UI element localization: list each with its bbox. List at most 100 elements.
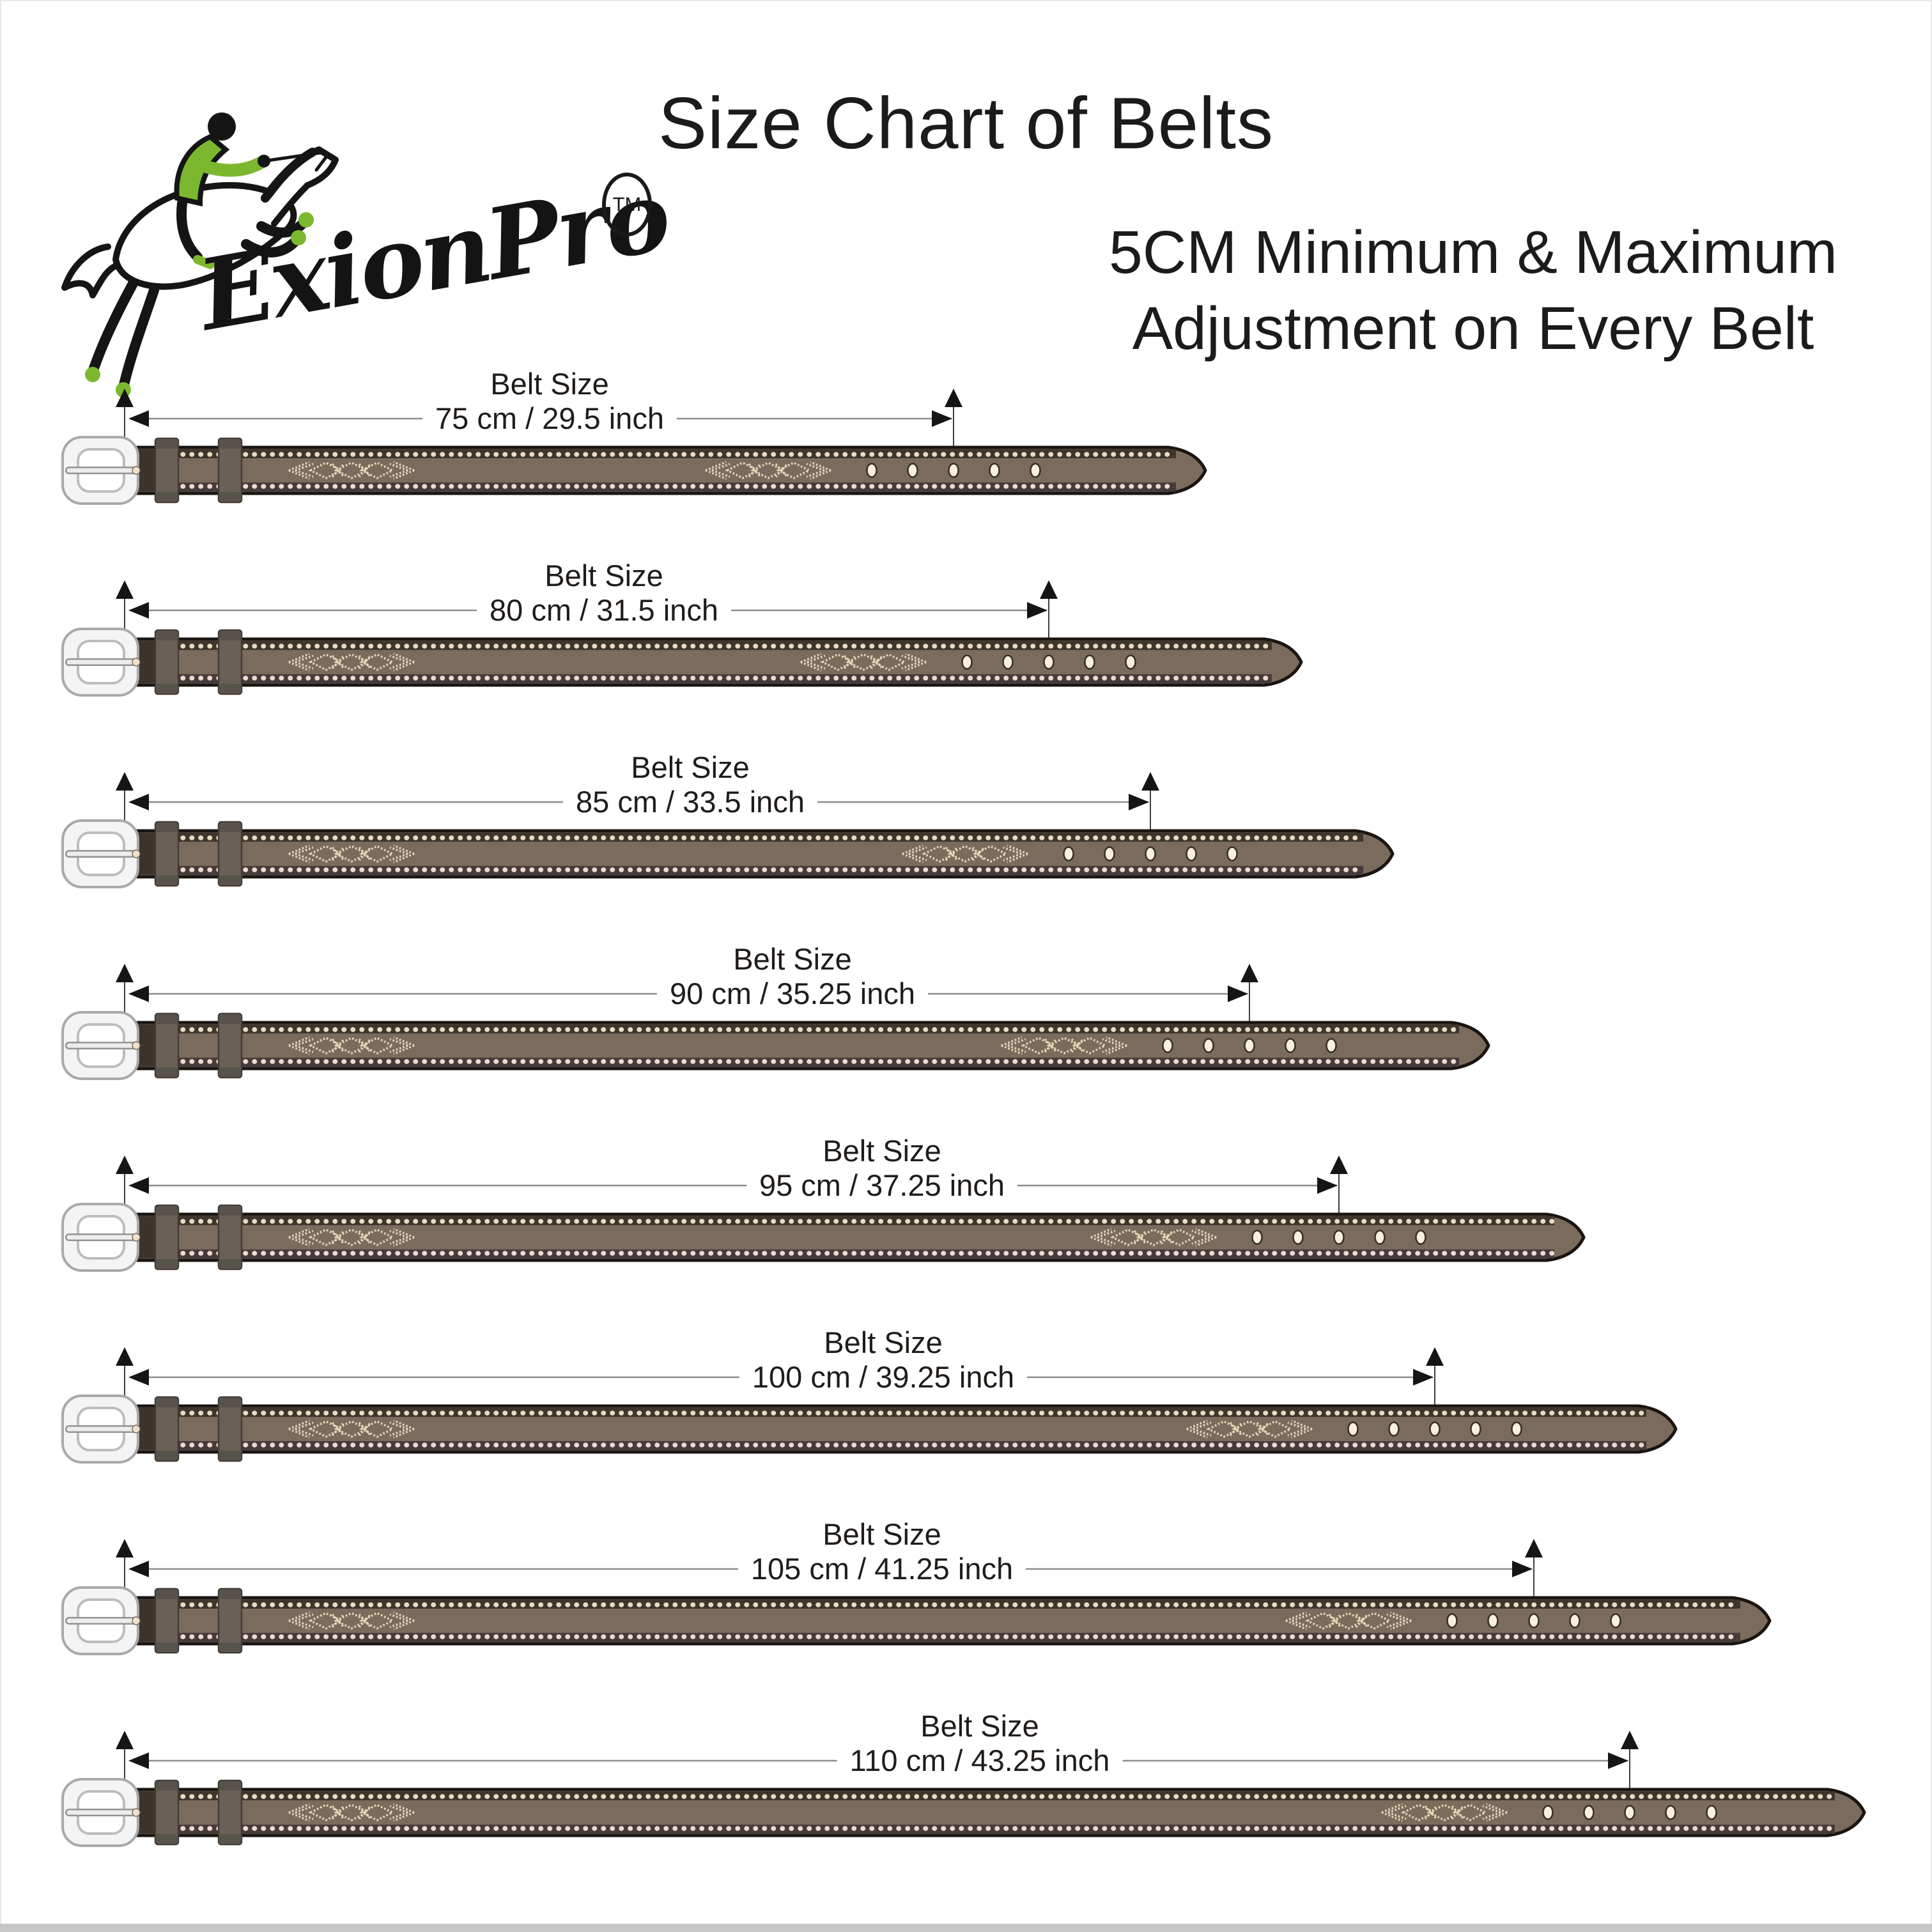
embroidery-pattern — [288, 844, 415, 863]
belt-buckle — [61, 628, 141, 697]
belt-hole — [1226, 846, 1238, 862]
right-arrow-icon — [1413, 1369, 1434, 1386]
left-arrow-icon — [128, 602, 149, 619]
belt-hole — [1145, 846, 1156, 862]
belt-row-graphic — [61, 1731, 1866, 1847]
belt-buckle — [61, 819, 141, 888]
belt-row-graphic — [61, 1347, 1678, 1464]
dimension-annotation — [116, 1155, 1348, 1216]
right-arrow-icon — [1027, 602, 1047, 619]
embroidery-pattern — [288, 1419, 415, 1439]
trademark-badge: TM — [602, 173, 652, 236]
belt-buckle — [61, 1011, 141, 1080]
belt-row-graphic — [61, 580, 1303, 697]
belt-hole — [1388, 1421, 1400, 1437]
belt-hole — [961, 654, 973, 670]
belt-hole — [1333, 1230, 1345, 1245]
up-arrow-icon — [116, 389, 134, 407]
belt-keeper — [154, 437, 180, 504]
left-arrow-icon — [128, 1752, 149, 1769]
belt-strap — [121, 1404, 1678, 1454]
embroidery-pattern — [288, 1611, 415, 1630]
up-arrow-icon — [1040, 580, 1058, 599]
up-arrow-icon — [116, 1731, 134, 1749]
belt-strap — [121, 445, 1207, 495]
embroidery-pattern — [288, 1036, 415, 1055]
up-arrow-icon — [1426, 1347, 1444, 1366]
right-arrow-icon — [932, 410, 952, 427]
embroidery-pattern — [288, 653, 415, 672]
belt-hole — [1624, 1805, 1635, 1820]
belt-keeper — [154, 629, 180, 695]
belt-hole — [1446, 1613, 1458, 1628]
embroidery-pattern — [288, 1803, 415, 1822]
belt-row-graphic — [61, 1539, 1772, 1655]
rider — [174, 112, 326, 269]
embroidery-pattern — [1001, 1036, 1127, 1055]
belt-keeper — [154, 1204, 180, 1271]
belt-row-graphic — [61, 964, 1490, 1080]
belt-hole — [1043, 654, 1055, 670]
belt-hole — [1030, 463, 1041, 478]
belt-hole — [1706, 1805, 1717, 1820]
belt-row-graphic — [61, 772, 1395, 888]
horse-tail — [61, 243, 121, 298]
belt-hole — [1251, 1230, 1263, 1245]
belt-keeper — [217, 1204, 243, 1271]
embroidery-pattern — [1186, 1419, 1313, 1439]
belt-hole — [1487, 1613, 1499, 1628]
adjustment-note-line1: 5CM Minimum & Maximum — [1108, 219, 1838, 286]
belt-hole — [1125, 654, 1136, 670]
belt-hole — [1002, 654, 1014, 670]
belt-hole — [907, 463, 918, 478]
embroidery-pattern — [1090, 1228, 1217, 1247]
belt-hole — [1610, 1613, 1621, 1628]
embroidery-pattern — [705, 461, 831, 480]
adjustment-note: 5CM Minimum & Maximum Adjustment on Ever… — [1000, 215, 1932, 367]
belt-keeper — [154, 1779, 180, 1846]
belt-hole — [1528, 1613, 1540, 1628]
belt-hole — [1285, 1038, 1296, 1053]
belt-keeper — [217, 821, 243, 887]
belt-hole — [1665, 1805, 1676, 1820]
belt-hole — [1162, 1038, 1173, 1053]
belt-hole — [1063, 846, 1074, 862]
up-arrow-icon — [1240, 964, 1258, 982]
belt-hole — [1583, 1805, 1595, 1820]
left-arrow-icon — [128, 1369, 149, 1386]
left-arrow-icon — [128, 985, 149, 1002]
belt-buckle — [61, 1778, 141, 1847]
horse-hoof — [291, 230, 306, 245]
embroidery-pattern — [1381, 1803, 1508, 1822]
belt-hole — [989, 463, 1000, 478]
left-arrow-icon — [128, 1177, 149, 1194]
belt-hole — [1470, 1421, 1481, 1437]
dimension-annotation — [116, 389, 962, 449]
embroidery-pattern — [288, 1228, 415, 1247]
horse-hoof — [85, 367, 100, 382]
belt-keeper — [217, 1012, 243, 1079]
dimension-annotation — [116, 772, 1159, 833]
up-arrow-icon — [1621, 1731, 1639, 1749]
belt-strap — [121, 1212, 1586, 1262]
belt-buckle — [61, 1395, 141, 1464]
horse-hind-leg — [88, 277, 139, 377]
belt-strap — [121, 1596, 1772, 1646]
dimension-annotation — [116, 964, 1258, 1024]
right-arrow-icon — [1228, 985, 1248, 1002]
belt-keeper — [217, 1396, 243, 1462]
belt-keeper — [217, 629, 243, 695]
up-arrow-icon — [116, 1347, 134, 1366]
belt-strap — [121, 1021, 1490, 1070]
up-arrow-icon — [945, 389, 962, 407]
belt-keeper — [154, 821, 180, 887]
left-arrow-icon — [128, 794, 149, 810]
page-title: Size Chart of Belts — [658, 83, 1274, 165]
belt-buckle — [61, 436, 141, 505]
adjustment-note-line2: Adjustment on Every Belt — [1132, 295, 1814, 362]
right-arrow-icon — [1608, 1752, 1628, 1769]
belt-hole — [1415, 1230, 1426, 1245]
belt-keeper — [217, 1588, 243, 1654]
